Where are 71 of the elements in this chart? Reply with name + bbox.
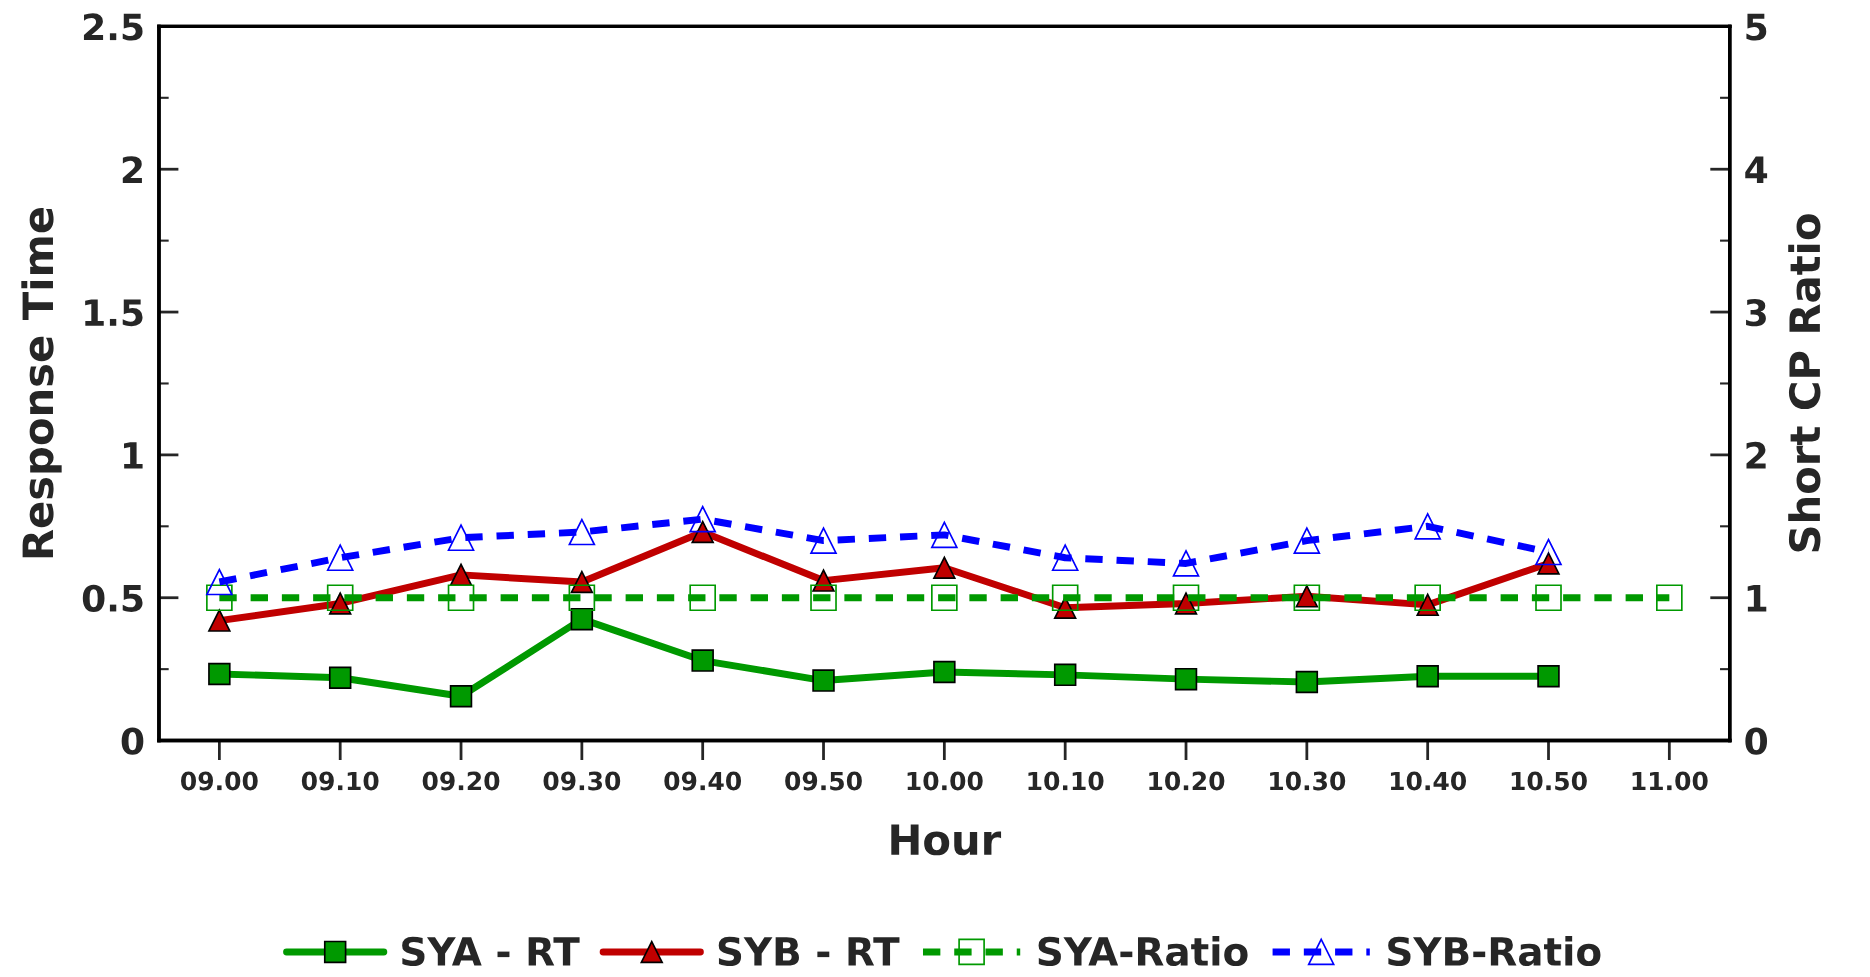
- legend-label: SYA - RT: [402, 936, 580, 967]
- point: [1174, 667, 1198, 691]
- x-tick-label: 10.00: [907, 771, 983, 791]
- point: [328, 666, 352, 689]
- x-tick-label: 09.50: [785, 771, 862, 791]
- y-tick-label: 2.5: [83, 13, 143, 41]
- x-tick-label: 10.10: [1028, 771, 1104, 791]
- x-tick-label: 09.10: [301, 771, 379, 791]
- point: [931, 521, 958, 549]
- y2-tick-label: 1: [1747, 585, 1767, 612]
- y-tick-label: 1.5: [85, 299, 143, 327]
- x-tick-label: 10.20: [1149, 771, 1225, 791]
- point: [1414, 512, 1442, 540]
- point: [1414, 584, 1442, 612]
- x-tick-label: 10.40: [1390, 771, 1467, 791]
- point: [206, 584, 233, 612]
- x-tick-label: 10.50: [1511, 771, 1587, 791]
- point: [1535, 584, 1562, 612]
- point: [933, 556, 956, 579]
- point: [810, 584, 837, 612]
- point: [691, 520, 714, 544]
- point: [689, 584, 717, 612]
- point: [1053, 663, 1077, 687]
- point: [1051, 544, 1079, 572]
- y-axis-title: Response Time: [21, 207, 62, 558]
- point: [1172, 550, 1200, 577]
- point: [1655, 584, 1683, 612]
- y-tick-label: 2: [122, 156, 142, 183]
- point: [931, 584, 958, 612]
- point: [1537, 552, 1560, 575]
- y2-tick-label: 5: [1746, 13, 1767, 41]
- x-tick-label: 09.40: [664, 771, 742, 791]
- point: [447, 584, 475, 612]
- point: [449, 685, 473, 708]
- legend-label: SYB-Ratio: [1388, 936, 1601, 967]
- point: [447, 524, 475, 552]
- y-tick-label: 0: [121, 727, 144, 755]
- x-tick-label: 09.20: [422, 771, 500, 791]
- point: [810, 527, 837, 554]
- point: [568, 584, 596, 612]
- point: [1172, 584, 1200, 612]
- point: [1535, 538, 1562, 566]
- x-tick-label: 09.30: [543, 771, 621, 791]
- y2-tick-label: 2: [1746, 441, 1766, 469]
- y2-axis-title: Short CP Ratio: [1788, 214, 1821, 552]
- x-tick-label: 10.30: [1270, 771, 1346, 791]
- y-tick-label: 1: [124, 442, 143, 469]
- y2-tick-label: 3: [1746, 298, 1766, 327]
- y-tick-label: 0.5: [82, 584, 143, 612]
- x-tick-label: 09.00: [181, 771, 258, 791]
- point: [1416, 665, 1439, 688]
- legend-label: SYA-Ratio: [1038, 936, 1248, 967]
- x-tick-label: 11.00: [1632, 771, 1708, 791]
- point: [812, 669, 835, 692]
- point: [326, 584, 354, 612]
- point: [1537, 665, 1560, 688]
- point: [1295, 670, 1319, 694]
- y2-tick-label: 4: [1745, 156, 1768, 183]
- point: [689, 505, 717, 533]
- point: [208, 609, 231, 632]
- point: [326, 544, 354, 572]
- point: [568, 518, 596, 546]
- x-axis-title: Hour: [891, 824, 1002, 856]
- point: [1293, 527, 1321, 554]
- point: [1051, 584, 1079, 612]
- point: [691, 649, 714, 672]
- point: [206, 568, 233, 596]
- point: [933, 660, 956, 684]
- legend-label: SYB - RT: [718, 936, 900, 967]
- y2-tick-label: 0: [1745, 727, 1768, 755]
- point: [208, 662, 231, 686]
